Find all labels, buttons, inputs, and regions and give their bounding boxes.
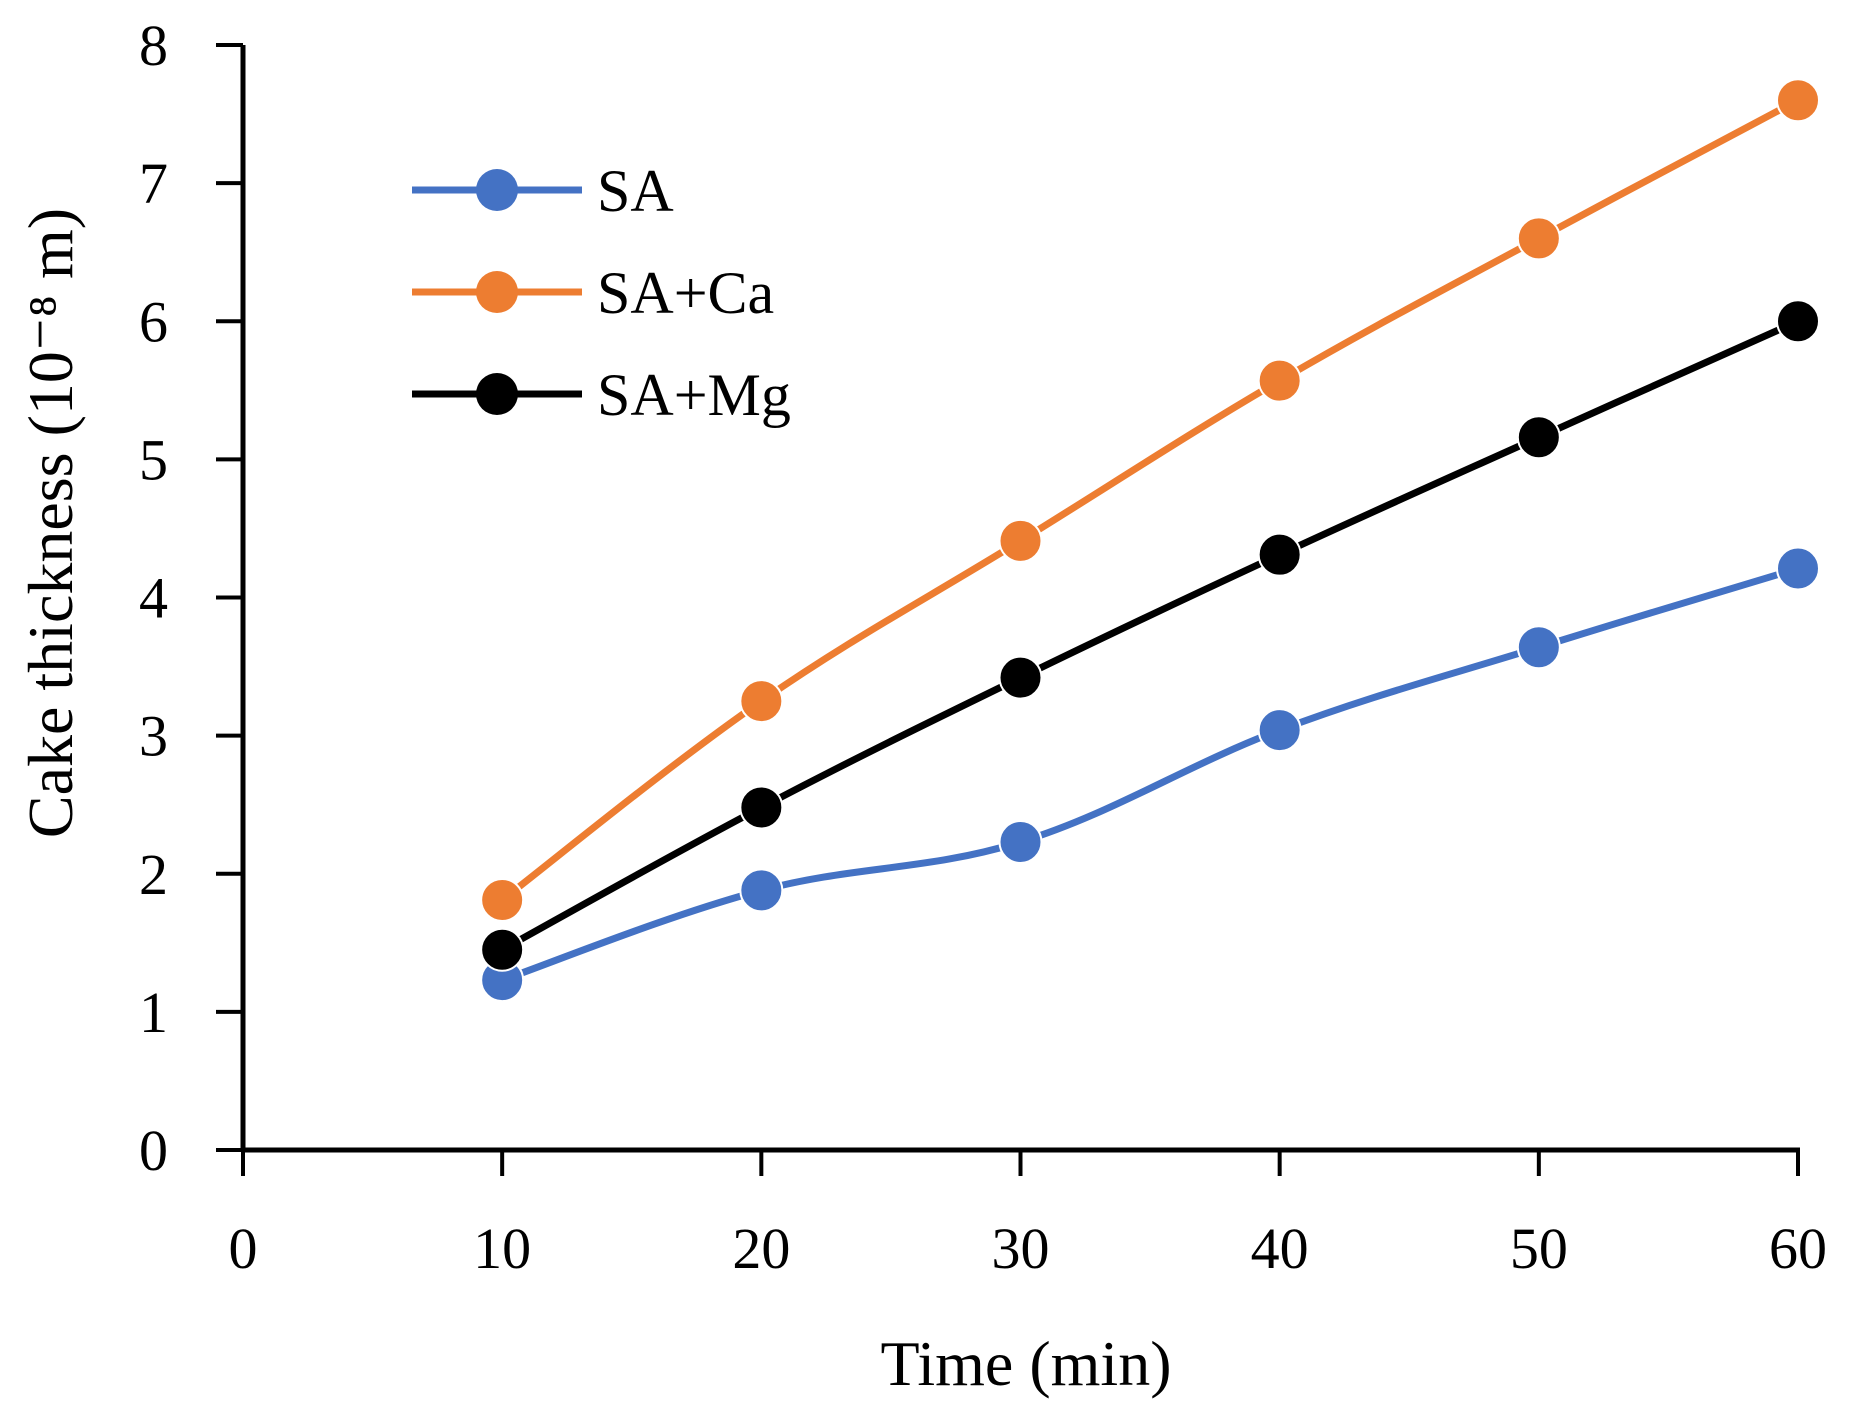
legend-item-sa-mg: SA+Mg [412, 362, 791, 428]
x-tick-label: 0 [229, 1216, 258, 1281]
series-line-sa-ca [498, 96, 1802, 904]
data-point-sa-mg [998, 655, 1043, 700]
y-axis-title: Cake thickness (10⁻⁸ m) [15, 208, 86, 838]
data-point-sa-mg [1516, 415, 1561, 460]
y-tick-label: 8 [139, 13, 168, 78]
y-tick-label: 4 [139, 566, 168, 631]
x-tick-label: 60 [1769, 1216, 1827, 1281]
legend-item-sa-ca: SA+Ca [412, 260, 774, 326]
x-tick-label: 30 [992, 1216, 1050, 1281]
data-point-sa-ca [480, 877, 525, 922]
y-tick-label: 3 [139, 704, 168, 769]
data-point-sa [1516, 625, 1561, 670]
data-point-sa-mg [1776, 299, 1820, 344]
data-point-sa-ca [1257, 358, 1302, 403]
legend-label-sa: SA [597, 158, 674, 224]
x-tick-label: 50 [1510, 1216, 1568, 1281]
legend-item-sa: SA [412, 158, 674, 224]
x-tick-label: 20 [732, 1216, 790, 1281]
y-tick-label: 7 [139, 151, 168, 216]
axes: 0 1 2 3 4 5 6 7 8 0 10 20 30 40 50 60 [139, 13, 1827, 1281]
legend-label-sa-ca: SA+Ca [597, 260, 774, 326]
x-axis-title: Time (min) [881, 1328, 1172, 1399]
series-line-sa [498, 564, 1802, 984]
data-point-sa [739, 868, 784, 913]
y-tick-label: 5 [139, 427, 168, 492]
series-sa-ca [480, 78, 1820, 922]
y-tick-label: 1 [139, 980, 168, 1045]
data-point-sa-mg [739, 785, 784, 830]
y-tick-label: 0 [139, 1118, 168, 1183]
data-point-sa-ca [739, 679, 784, 724]
data-point-sa-ca [1516, 216, 1561, 261]
legend: SA SA+Ca SA+Mg [412, 158, 791, 428]
legend-marker-sa [476, 169, 518, 211]
data-point-sa-ca [1776, 78, 1820, 123]
legend-marker-sa-ca [476, 271, 518, 313]
data-point-sa-mg [480, 927, 525, 972]
data-point-sa [1257, 708, 1302, 753]
data-point-sa [1776, 546, 1820, 591]
y-tick-label: 2 [139, 842, 168, 907]
plot-area [480, 78, 1820, 1003]
legend-label-sa-mg: SA+Mg [597, 362, 791, 428]
x-tick-label: 10 [473, 1216, 531, 1281]
series-sa-mg [480, 299, 1820, 972]
data-point-sa-mg [1257, 532, 1302, 577]
series-sa [480, 546, 1820, 1003]
series-line-sa-mg [498, 317, 1802, 954]
data-point-sa [998, 819, 1043, 864]
data-point-sa-ca [998, 518, 1043, 563]
y-tick-label: 6 [139, 289, 168, 354]
legend-marker-sa-mg [476, 373, 518, 415]
x-tick-label: 40 [1251, 1216, 1309, 1281]
